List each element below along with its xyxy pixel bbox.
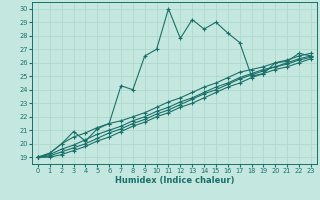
X-axis label: Humidex (Indice chaleur): Humidex (Indice chaleur) [115, 176, 234, 185]
